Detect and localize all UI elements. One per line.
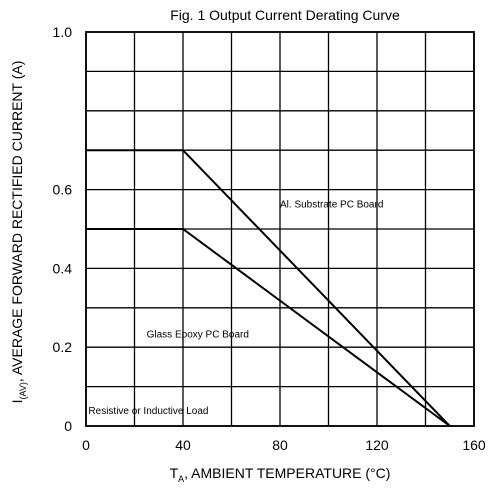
y-tick-label-3: 0.6 <box>53 182 73 198</box>
x-axis-label: TA, AMBIENT TEMPERATURE (°C) <box>170 465 391 484</box>
plot-frame <box>85 31 475 427</box>
y-tick-label-5: 1.0 <box>53 24 73 40</box>
x-tick-label-4: 160 <box>462 437 486 453</box>
chart-title: Fig. 1 Output Current Derating Curve <box>170 7 400 23</box>
x-tick-labels: 0 40 80 120 160 <box>82 437 486 453</box>
annotation-1: Glass Epoxy PC Board <box>147 329 249 340</box>
x-tick-label-3: 120 <box>365 437 389 453</box>
y-axis-label: I(AV), AVERAGE FORWARD RECTIFIED CURRENT… <box>9 61 28 404</box>
annotation-0: Al. Substrate PC Board <box>280 199 383 210</box>
data-lines <box>86 149 451 427</box>
series-line-1 <box>86 228 451 427</box>
x-tick-label-2: 80 <box>272 437 288 453</box>
grid <box>85 31 475 427</box>
plot-border <box>85 31 475 427</box>
x-tick-label-0: 0 <box>82 437 90 453</box>
annotations: Al. Substrate PC Board Glass Epoxy PC Boa… <box>88 199 383 417</box>
y-tick-labels: 0 0.2 0.4 0.6 1.0 <box>53 24 73 434</box>
y-tick-label-2: 0.4 <box>53 260 73 276</box>
annotation-2: Resistive or Inductive Load <box>88 406 208 417</box>
x-tick-label-1: 40 <box>175 437 191 453</box>
y-tick-label-1: 0.2 <box>53 339 73 355</box>
y-tick-label-0: 0 <box>64 418 72 434</box>
series-line-0 <box>86 149 451 427</box>
